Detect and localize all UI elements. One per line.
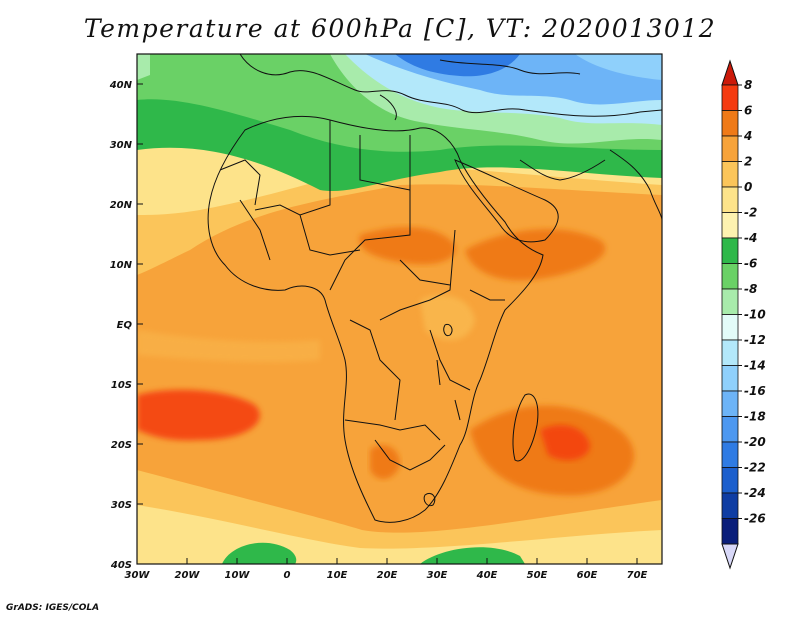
- lon-tick-label: 10W: [225, 570, 251, 581]
- colorbar-swatch: [721, 135, 739, 162]
- colorbar-level-label: -2: [744, 206, 757, 220]
- colorbar-level-label: -6: [744, 257, 757, 271]
- colorbar-level-label: 4: [743, 129, 752, 143]
- colorbar-swatch: [721, 390, 739, 417]
- colorbar-level-label: 2: [744, 155, 752, 169]
- lat-tick-label: 20N: [110, 200, 133, 211]
- colorbar-swatch: [721, 416, 739, 443]
- longitude-axis: 30W 20W 10W 0 10E 20E 30E 40E 50E 60E 70E: [125, 558, 648, 581]
- colorbar-swatch: [721, 161, 739, 188]
- colorbar-swatch: [721, 263, 739, 290]
- colorbar-swatch: [721, 186, 739, 213]
- colorbar-level-label: -4: [744, 231, 757, 245]
- lon-tick-label: 70E: [627, 570, 648, 581]
- colorbar-top-triangle: [721, 59, 739, 86]
- map-title: Temperature at 600hPa [C], VT: 202001301…: [83, 14, 717, 43]
- colorbar-swatch: [721, 365, 739, 392]
- temperature-field: [137, 54, 662, 564]
- colorbar-swatch: [721, 288, 739, 315]
- colorbar-swatch: [721, 467, 739, 494]
- colorbar-level-label: 0: [744, 180, 752, 194]
- colorbar-swatch: [721, 212, 739, 239]
- colorbar-swatch: [721, 314, 739, 341]
- colorbar-swatch: [721, 84, 739, 111]
- coastlines: [207, 54, 662, 523]
- lon-tick-label: 20E: [377, 570, 398, 581]
- colorbar-level-label: -22: [744, 461, 766, 475]
- latitude-axis: 40N 30N 20N 10N EQ 10S 20S 30S 40S: [109, 80, 143, 571]
- colorbar-bottom-triangle: [721, 543, 739, 570]
- lat-tick-label: 30S: [111, 500, 132, 511]
- colorbar-level-label: -26: [744, 512, 766, 526]
- colorbar-level-label: -10: [744, 308, 766, 322]
- colorbar-level-label: 8: [744, 78, 752, 92]
- colorbar: 8 6 4 2 0 -2 -4 -6 -8 -10 -12 -14 -16 -18 -20 -22 -24 -26: [721, 59, 766, 570]
- lon-tick-label: 40E: [476, 570, 498, 581]
- colorbar-level-label: -16: [744, 384, 766, 398]
- colorbar-level-label: -18: [744, 410, 766, 424]
- lat-tick-label: 10S: [111, 380, 132, 391]
- lon-tick-label: 50E: [527, 570, 548, 581]
- colorbar-swatch: [721, 441, 739, 468]
- colorbar-swatch: [721, 237, 739, 264]
- colorbar-level-label: 6: [744, 104, 752, 118]
- lat-tick-label: 40N: [109, 80, 133, 91]
- lon-tick-label: 30E: [427, 570, 448, 581]
- colorbar-swatch: [721, 110, 739, 137]
- colorbar-level-label: -12: [744, 333, 766, 347]
- lat-tick-label: 20S: [111, 440, 132, 451]
- colorbar-level-label: -24: [744, 486, 766, 500]
- lon-tick-label: 10E: [327, 570, 348, 581]
- lon-tick-label: 60E: [577, 570, 598, 581]
- colorbar-swatch: [721, 339, 739, 366]
- colorbar-swatch: [721, 518, 739, 545]
- lat-tick-label: EQ: [117, 320, 133, 331]
- colorbar-level-label: -20: [744, 435, 766, 449]
- colorbar-swatch: [721, 492, 739, 519]
- lat-tick-label: 30N: [110, 140, 133, 151]
- colorbar-level-label: -14: [744, 359, 766, 373]
- lon-tick-label: 30W: [125, 570, 151, 581]
- colorbar-level-label: -8: [744, 282, 757, 296]
- lat-tick-label: 10N: [110, 260, 133, 271]
- lon-tick-label: 20W: [175, 570, 201, 581]
- credit-label: GrADS: IGES/COLA: [6, 603, 100, 613]
- lon-tick-label: 0: [284, 570, 291, 581]
- lat-tick-label: 40S: [110, 560, 132, 571]
- plot-frame: [136, 53, 663, 565]
